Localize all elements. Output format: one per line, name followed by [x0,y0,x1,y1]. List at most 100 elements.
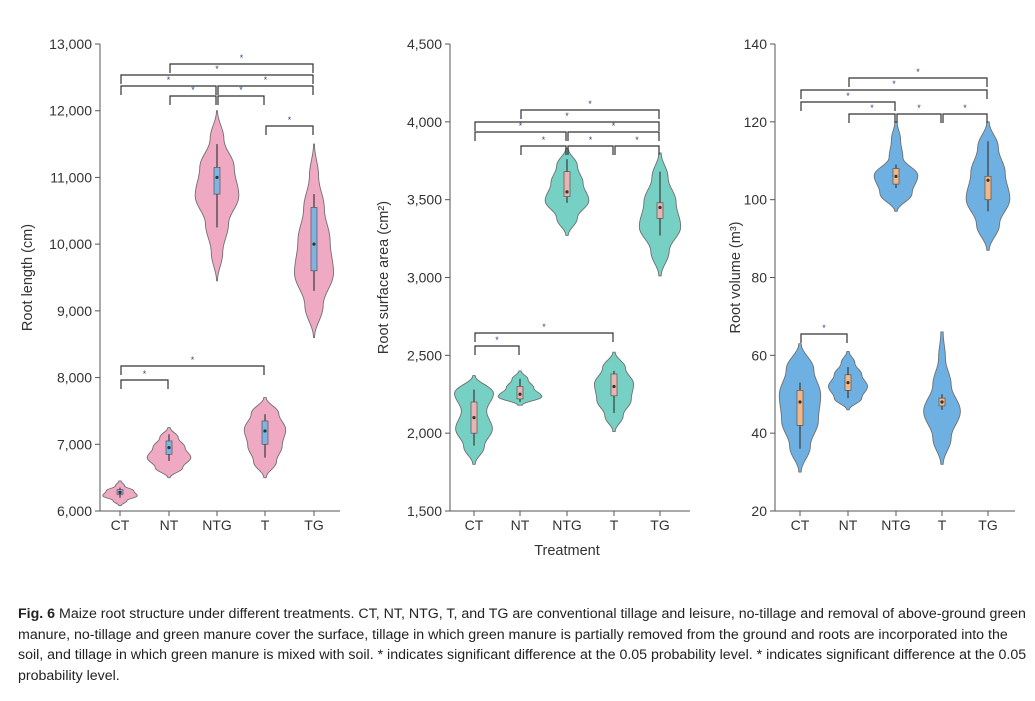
x-tick-label: TG [978,517,997,533]
y-axis-label: Root length (cm) [20,224,36,331]
significance-bracket [896,113,942,123]
y-tick-label: 11,000 [50,169,92,185]
significance-star: * [288,115,292,125]
box-TG [310,207,318,272]
y-tick-label: 9,000 [57,303,92,319]
significance-bracket [474,345,520,355]
significance-star: * [916,67,920,77]
y-axis-label: Root volume (m³) [728,222,744,334]
y-tick-label: 4,000 [407,114,442,130]
box-CT [796,390,804,426]
significance-star: * [264,75,268,85]
significance-bracket [169,95,217,105]
significance-bracket [120,85,217,95]
panel-2: 1,500 2,000 2,500 3,000 3,500 4,000 4,500 Root … [376,36,690,559]
significance-bracket [520,145,567,155]
x-tick-label: NT [511,517,530,533]
significance-bracket [120,74,314,84]
y-tick-label: 7,000 [57,436,92,452]
y-tick-label: 2,500 [407,347,442,363]
significance-bracket [567,131,660,141]
significance-star: * [143,369,147,379]
y-tick-label: 40 [751,425,767,441]
significance-star: * [191,355,195,365]
y-tick-label: 10,000 [49,236,92,252]
significance-bracket [567,145,614,155]
y-tick-label: 140 [744,36,768,52]
significance-bracket [474,332,614,342]
x-axis-label: Treatment [534,543,600,559]
x-tick-label: TG [304,517,323,533]
box-T [261,420,269,445]
panel-1: 6,000 7,000 8,000 9,000 10,000 11,000 12,000 13… [20,36,340,533]
x-tick-label: T [938,517,947,533]
significance-star: * [635,135,639,145]
median-NT [846,380,850,385]
box-NTG [213,167,221,195]
y-tick-label: 3,500 [407,192,442,208]
caption-text: Maize root structure under different tre… [18,606,1027,684]
figure: 6,000 7,000 8,000 9,000 10,000 11,000 12,000 13… [20,36,1015,559]
x-tick-label: CT [791,517,810,533]
significance-star: * [565,111,569,121]
median-CT [472,416,476,420]
significance-star: * [519,121,523,131]
x-tick-label: NT [839,517,858,533]
significance-bracket [474,121,660,131]
significance-bracket [474,131,567,141]
median-T [612,384,616,389]
median-T [263,429,267,433]
significance-star: * [892,79,896,89]
x-tick-label: NT [160,517,179,533]
significance-star: * [167,75,171,85]
significance-star: * [542,322,546,332]
significance-star: * [846,91,850,101]
significance-bracket [848,113,896,123]
y-tick-label: 2,000 [407,425,442,441]
y-tick-label: 6,000 [57,503,92,519]
significance-bracket [800,101,896,111]
figure-caption: Fig. 6 Maize root structure under differ… [18,604,1028,686]
y-tick-label: 4,500 [407,36,442,52]
y-tick-label: 100 [744,192,768,208]
significance-star: * [239,85,243,95]
significance-star: * [822,323,826,333]
significance-star: * [963,103,967,113]
median-TG [986,178,990,182]
significance-bracket [614,145,660,155]
box-TG [656,202,664,219]
median-TG [312,242,316,246]
y-tick-label: 3,000 [407,270,442,286]
box-TG [984,175,992,201]
y-tick-label: 120 [744,114,768,130]
significance-star: * [215,64,219,74]
significance-star: * [588,99,592,109]
significance-star: * [917,103,921,113]
y-tick-label: 80 [751,270,767,286]
caption-label: Fig. 6 [18,606,56,622]
median-CT [798,400,802,404]
significance-star: * [589,135,593,145]
y-tick-label: 20 [751,503,767,519]
x-tick-label: NTG [552,517,582,533]
significance-bracket [120,365,265,375]
median-NTG [215,175,219,180]
significance-star: * [240,53,244,63]
x-tick-label: TG [650,517,669,533]
y-tick-label: 12,000 [49,103,92,119]
significance-bracket [520,109,660,119]
median-CT [118,490,122,494]
panel-3: 20 40 60 80 100 120 140 Root volume (m³) CT NT NTG… [728,36,1015,533]
significance-star: * [870,103,874,113]
significance-bracket [265,125,314,135]
significance-bracket [942,113,988,123]
significance-star: * [495,335,499,345]
y-tick-label: 13,000 [49,36,92,52]
x-tick-label: NTG [202,517,232,533]
box-NTG [563,171,571,197]
significance-bracket [217,85,314,95]
significance-bracket [120,379,169,389]
median-NTG [565,190,569,194]
median-TG [658,205,662,210]
significance-bracket [800,333,848,343]
